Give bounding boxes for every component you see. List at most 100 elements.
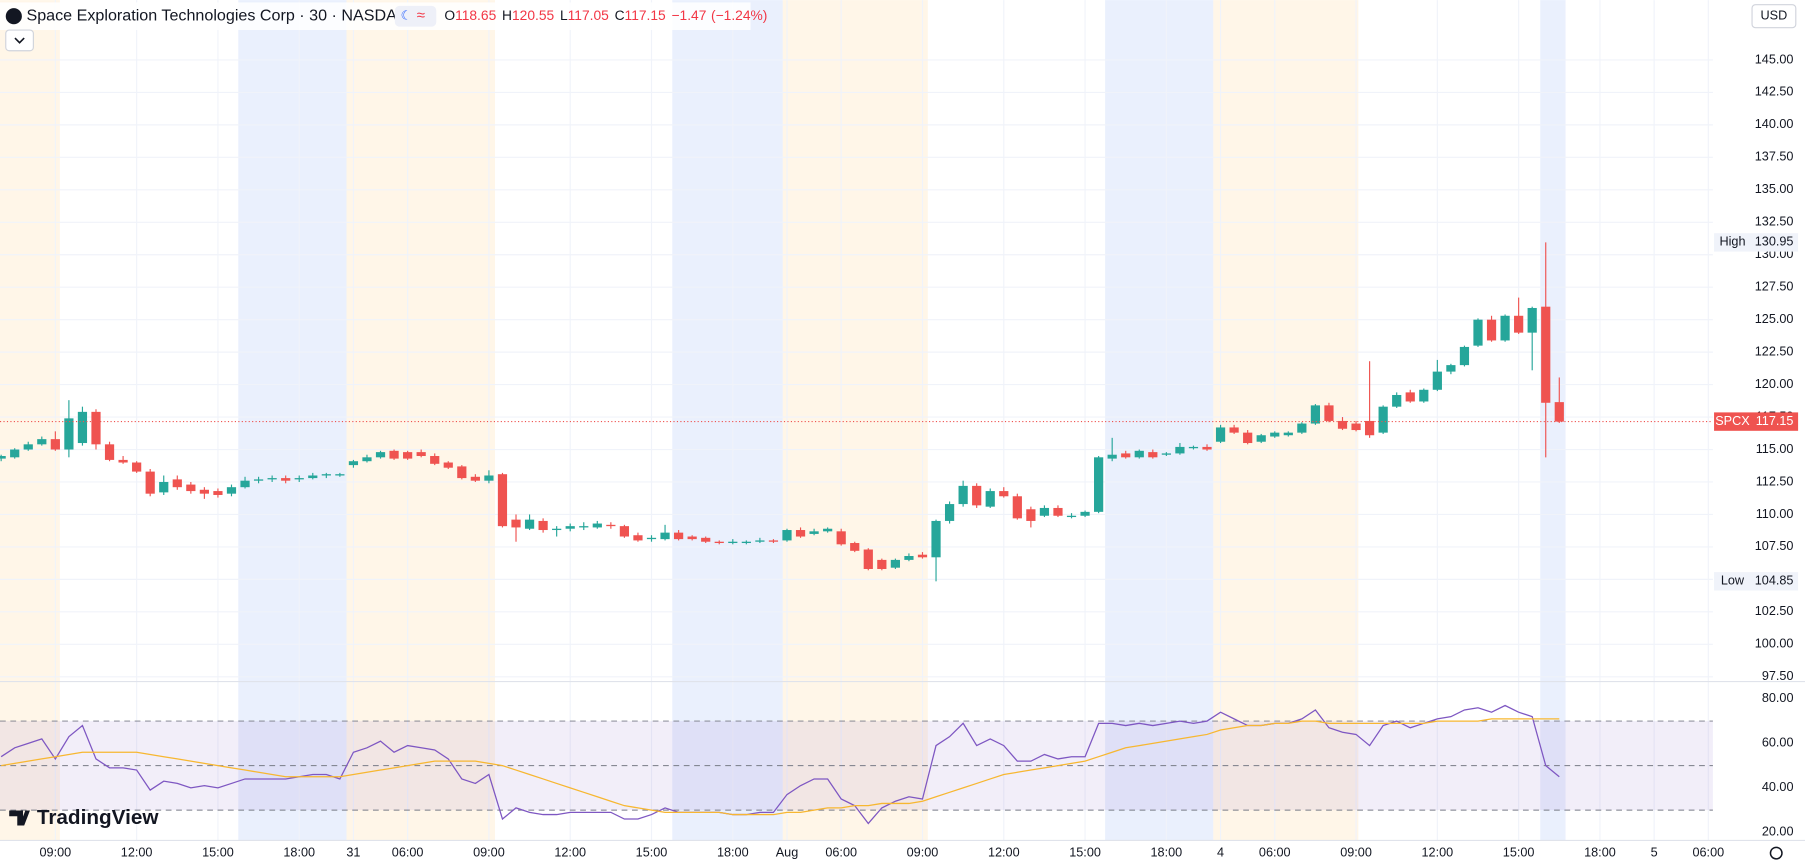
candle-body — [159, 481, 169, 493]
candle-body — [972, 485, 982, 506]
candle-body — [484, 475, 494, 481]
candle-body — [430, 456, 440, 464]
symbol-title[interactable]: Space Exploration Technologies Corp · 30… — [26, 6, 409, 24]
candle-body — [1459, 346, 1470, 366]
candle-body — [403, 452, 413, 459]
candle-body — [308, 475, 318, 479]
candle-body — [389, 450, 399, 459]
candle-body — [931, 520, 941, 558]
candle-body — [1419, 389, 1429, 402]
candle-body — [362, 457, 372, 462]
y-tick-label: 132.50 — [1755, 215, 1794, 229]
candle-body — [0, 456, 6, 459]
x-tick-label: 09:00 — [40, 845, 72, 859]
candle-body — [619, 526, 630, 537]
logo-icon — [9, 810, 30, 826]
candle-body — [1446, 365, 1456, 372]
candle-body — [1148, 452, 1158, 458]
symbol-icon[interactable] — [5, 8, 22, 25]
last-price-tag — [1714, 412, 1799, 431]
y-tick-label: 127.50 — [1755, 280, 1794, 294]
candle-body — [457, 466, 467, 479]
candle-body — [145, 471, 155, 494]
candle-body — [267, 478, 277, 480]
candle-body — [1324, 405, 1334, 421]
x-tick-label: 12:00 — [988, 845, 1020, 859]
candle-body — [728, 541, 738, 544]
candle-body — [524, 519, 535, 529]
candle-body — [77, 411, 88, 444]
y-tick-label: 135.00 — [1755, 182, 1794, 196]
candle-body — [579, 526, 589, 528]
y-tick-label: 122.50 — [1755, 344, 1794, 358]
settings-icon[interactable] — [1769, 846, 1783, 860]
candle-body — [714, 541, 724, 544]
high-marker-name: High — [1719, 235, 1745, 249]
candle-body — [1337, 420, 1348, 429]
rsi-tick-label: 40.00 — [1762, 780, 1794, 794]
candle-body — [470, 476, 480, 481]
candle-body — [1026, 509, 1036, 521]
candle-body — [1297, 423, 1307, 433]
x-tick-label: 18:00 — [717, 845, 749, 859]
y-tick-label: 110.00 — [1756, 507, 1794, 521]
rsi-line — [1, 718, 1560, 816]
low-marker-name: Low — [1721, 574, 1745, 588]
ohlc-key: L — [560, 7, 568, 23]
candle-body — [50, 439, 60, 450]
session-backgrounds — [0, 0, 1566, 841]
candle-body — [335, 474, 345, 476]
candle-body — [606, 524, 616, 527]
candle-body — [1012, 496, 1022, 519]
y-tick-label: 125.00 — [1755, 312, 1794, 326]
logo-text[interactable]: TradingView — [37, 806, 160, 829]
delay-icon: ≈ — [417, 7, 425, 24]
candle-body — [240, 480, 250, 488]
x-tick-label: 18:00 — [283, 845, 315, 859]
candle-body — [673, 532, 684, 540]
candle-body — [877, 559, 887, 569]
x-tick-label: 15:00 — [1503, 845, 1535, 859]
candle-body — [497, 474, 508, 527]
y-tick-label: 112.50 — [1756, 474, 1794, 488]
candle-body — [1392, 394, 1402, 407]
premarket-band — [0, 0, 60, 841]
ohlc-legend: O118.65 H120.55 L117.05 C117.15 −1.47 (−1.24%… — [444, 7, 767, 23]
ohlc-value: 117.05 — [568, 7, 610, 23]
candle-body — [1175, 446, 1185, 454]
y-tick-label: 140.00 — [1755, 117, 1794, 131]
ohlc-value: 120.55 — [512, 7, 555, 23]
candle-body — [1039, 507, 1050, 516]
candle-body — [1351, 423, 1361, 431]
candle-body — [1310, 405, 1321, 424]
candle-body — [172, 479, 182, 488]
session-icon: ☾ — [401, 9, 412, 23]
candle-body — [1554, 402, 1564, 422]
candle-body — [1256, 435, 1266, 442]
x-tick-label: 18:00 — [1584, 845, 1616, 859]
low-marker-tag — [1714, 572, 1799, 591]
candle-body — [64, 418, 74, 450]
status-icons[interactable] — [394, 5, 437, 27]
candle-body — [1107, 454, 1117, 459]
currency-button[interactable] — [1751, 4, 1797, 29]
candle-body — [348, 461, 359, 466]
postmarket-band — [1105, 0, 1214, 841]
y-tick-label: 107.50 — [1755, 539, 1794, 553]
candle-body — [904, 556, 914, 560]
currency-label[interactable]: USD — [1761, 9, 1788, 23]
ohlc-key: H — [502, 7, 512, 23]
candle-body — [1283, 432, 1293, 436]
plot-area — [0, 0, 1713, 841]
rsi-band — [0, 721, 1713, 811]
candle-body — [23, 444, 33, 450]
collapse-button[interactable] — [5, 29, 34, 52]
candle-body — [890, 559, 900, 568]
x-tick-label: 09:00 — [1340, 845, 1372, 859]
x-tick-label: 12:00 — [554, 845, 586, 859]
candle-body — [1134, 450, 1144, 458]
candle-body — [1202, 446, 1212, 450]
candle-body — [1270, 432, 1280, 437]
